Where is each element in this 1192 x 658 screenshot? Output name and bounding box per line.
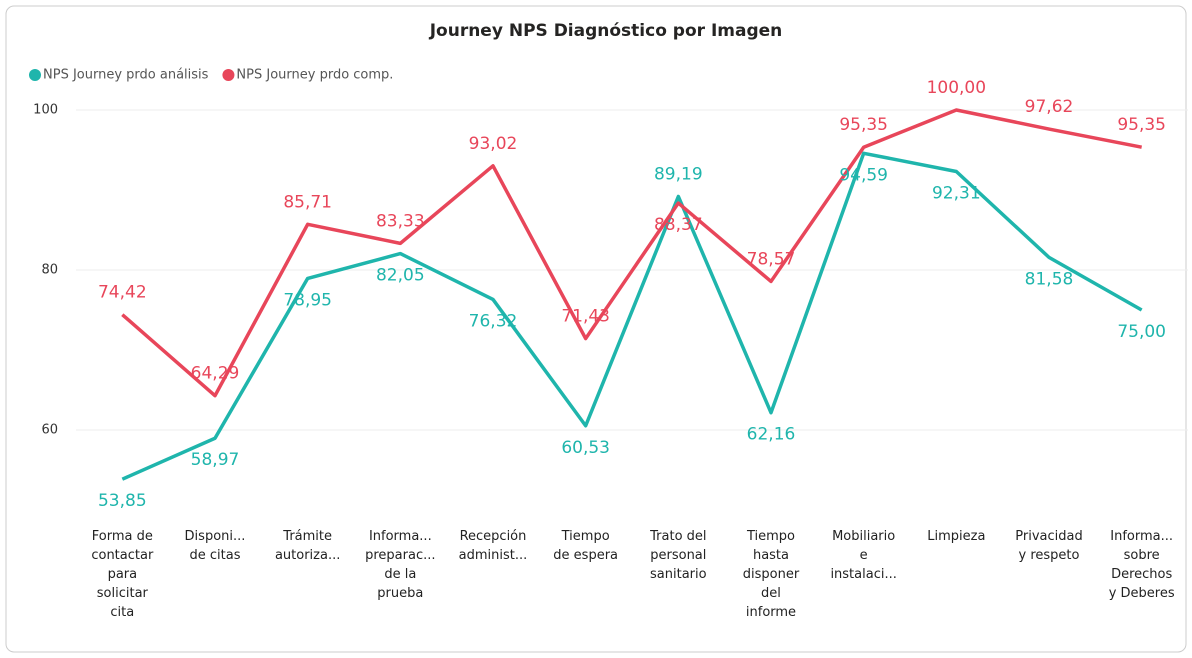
y-tick-label: 100 <box>33 103 58 118</box>
data-label: 71,43 <box>561 307 610 327</box>
x-tick-label: Tiempo hasta disponer del informe <box>742 529 800 620</box>
x-tick-label: Disponi... de citas <box>184 529 246 563</box>
data-label: 85,71 <box>283 192 332 212</box>
data-label: 95,35 <box>1117 115 1166 135</box>
x-tick-label: Trámite autoriza... <box>274 529 341 563</box>
x-tick-label: Tiempo de espera <box>553 529 619 563</box>
data-label: 100,00 <box>927 78 986 98</box>
data-label: 78,57 <box>747 249 796 269</box>
data-label: 92,31 <box>932 184 981 204</box>
x-tick-label: Informa... sobre Derechos y Deberes <box>1108 529 1175 601</box>
chart-title: Journey NPS Diagnóstico por Imagen <box>429 21 783 41</box>
legend-marker <box>29 69 41 81</box>
series-line <box>121 108 1143 398</box>
x-tick-label: Mobiliario e instalaci... <box>830 529 897 582</box>
data-label: 88,37 <box>654 215 703 235</box>
legend-marker <box>222 69 235 81</box>
x-tick-label: Recepción administ... <box>458 529 528 563</box>
series-line <box>121 151 1143 481</box>
x-tick-label: Limpieza <box>927 529 986 544</box>
data-label: 75,00 <box>1117 322 1166 342</box>
x-tick-label: Informa... preparac... de la prueba <box>365 529 436 601</box>
x-tick-label: Forma de contactar para solicitar cita <box>91 529 154 620</box>
data-label: 62,16 <box>747 425 796 445</box>
data-label: 76,32 <box>469 311 518 331</box>
data-label: 60,53 <box>561 438 610 458</box>
data-label: 95,35 <box>839 115 888 135</box>
legend-label: NPS Journey prdo análisis <box>43 68 209 83</box>
data-label: 58,97 <box>191 450 240 470</box>
data-label: 83,33 <box>376 211 425 231</box>
data-label: 89,19 <box>654 164 703 184</box>
data-label: 53,85 <box>98 491 147 511</box>
data-label: 74,42 <box>98 283 147 303</box>
data-label: 81,58 <box>1025 269 1074 289</box>
data-label: 64,29 <box>191 364 240 384</box>
x-tick-label: Privacidad y respeto <box>1015 529 1083 563</box>
data-label: 94,59 <box>839 165 888 185</box>
x-tick-label: Trato del personal sanitario <box>650 529 707 582</box>
card-border <box>5 5 1187 653</box>
y-tick-label: 60 <box>41 423 58 438</box>
data-label: 82,05 <box>376 266 425 286</box>
y-tick-label: 80 <box>41 263 58 278</box>
legend-label: NPS Journey prdo comp. <box>236 68 393 83</box>
data-label: 93,02 <box>469 134 518 154</box>
data-label: 97,62 <box>1025 97 1074 117</box>
data-label: 78,95 <box>283 290 332 310</box>
